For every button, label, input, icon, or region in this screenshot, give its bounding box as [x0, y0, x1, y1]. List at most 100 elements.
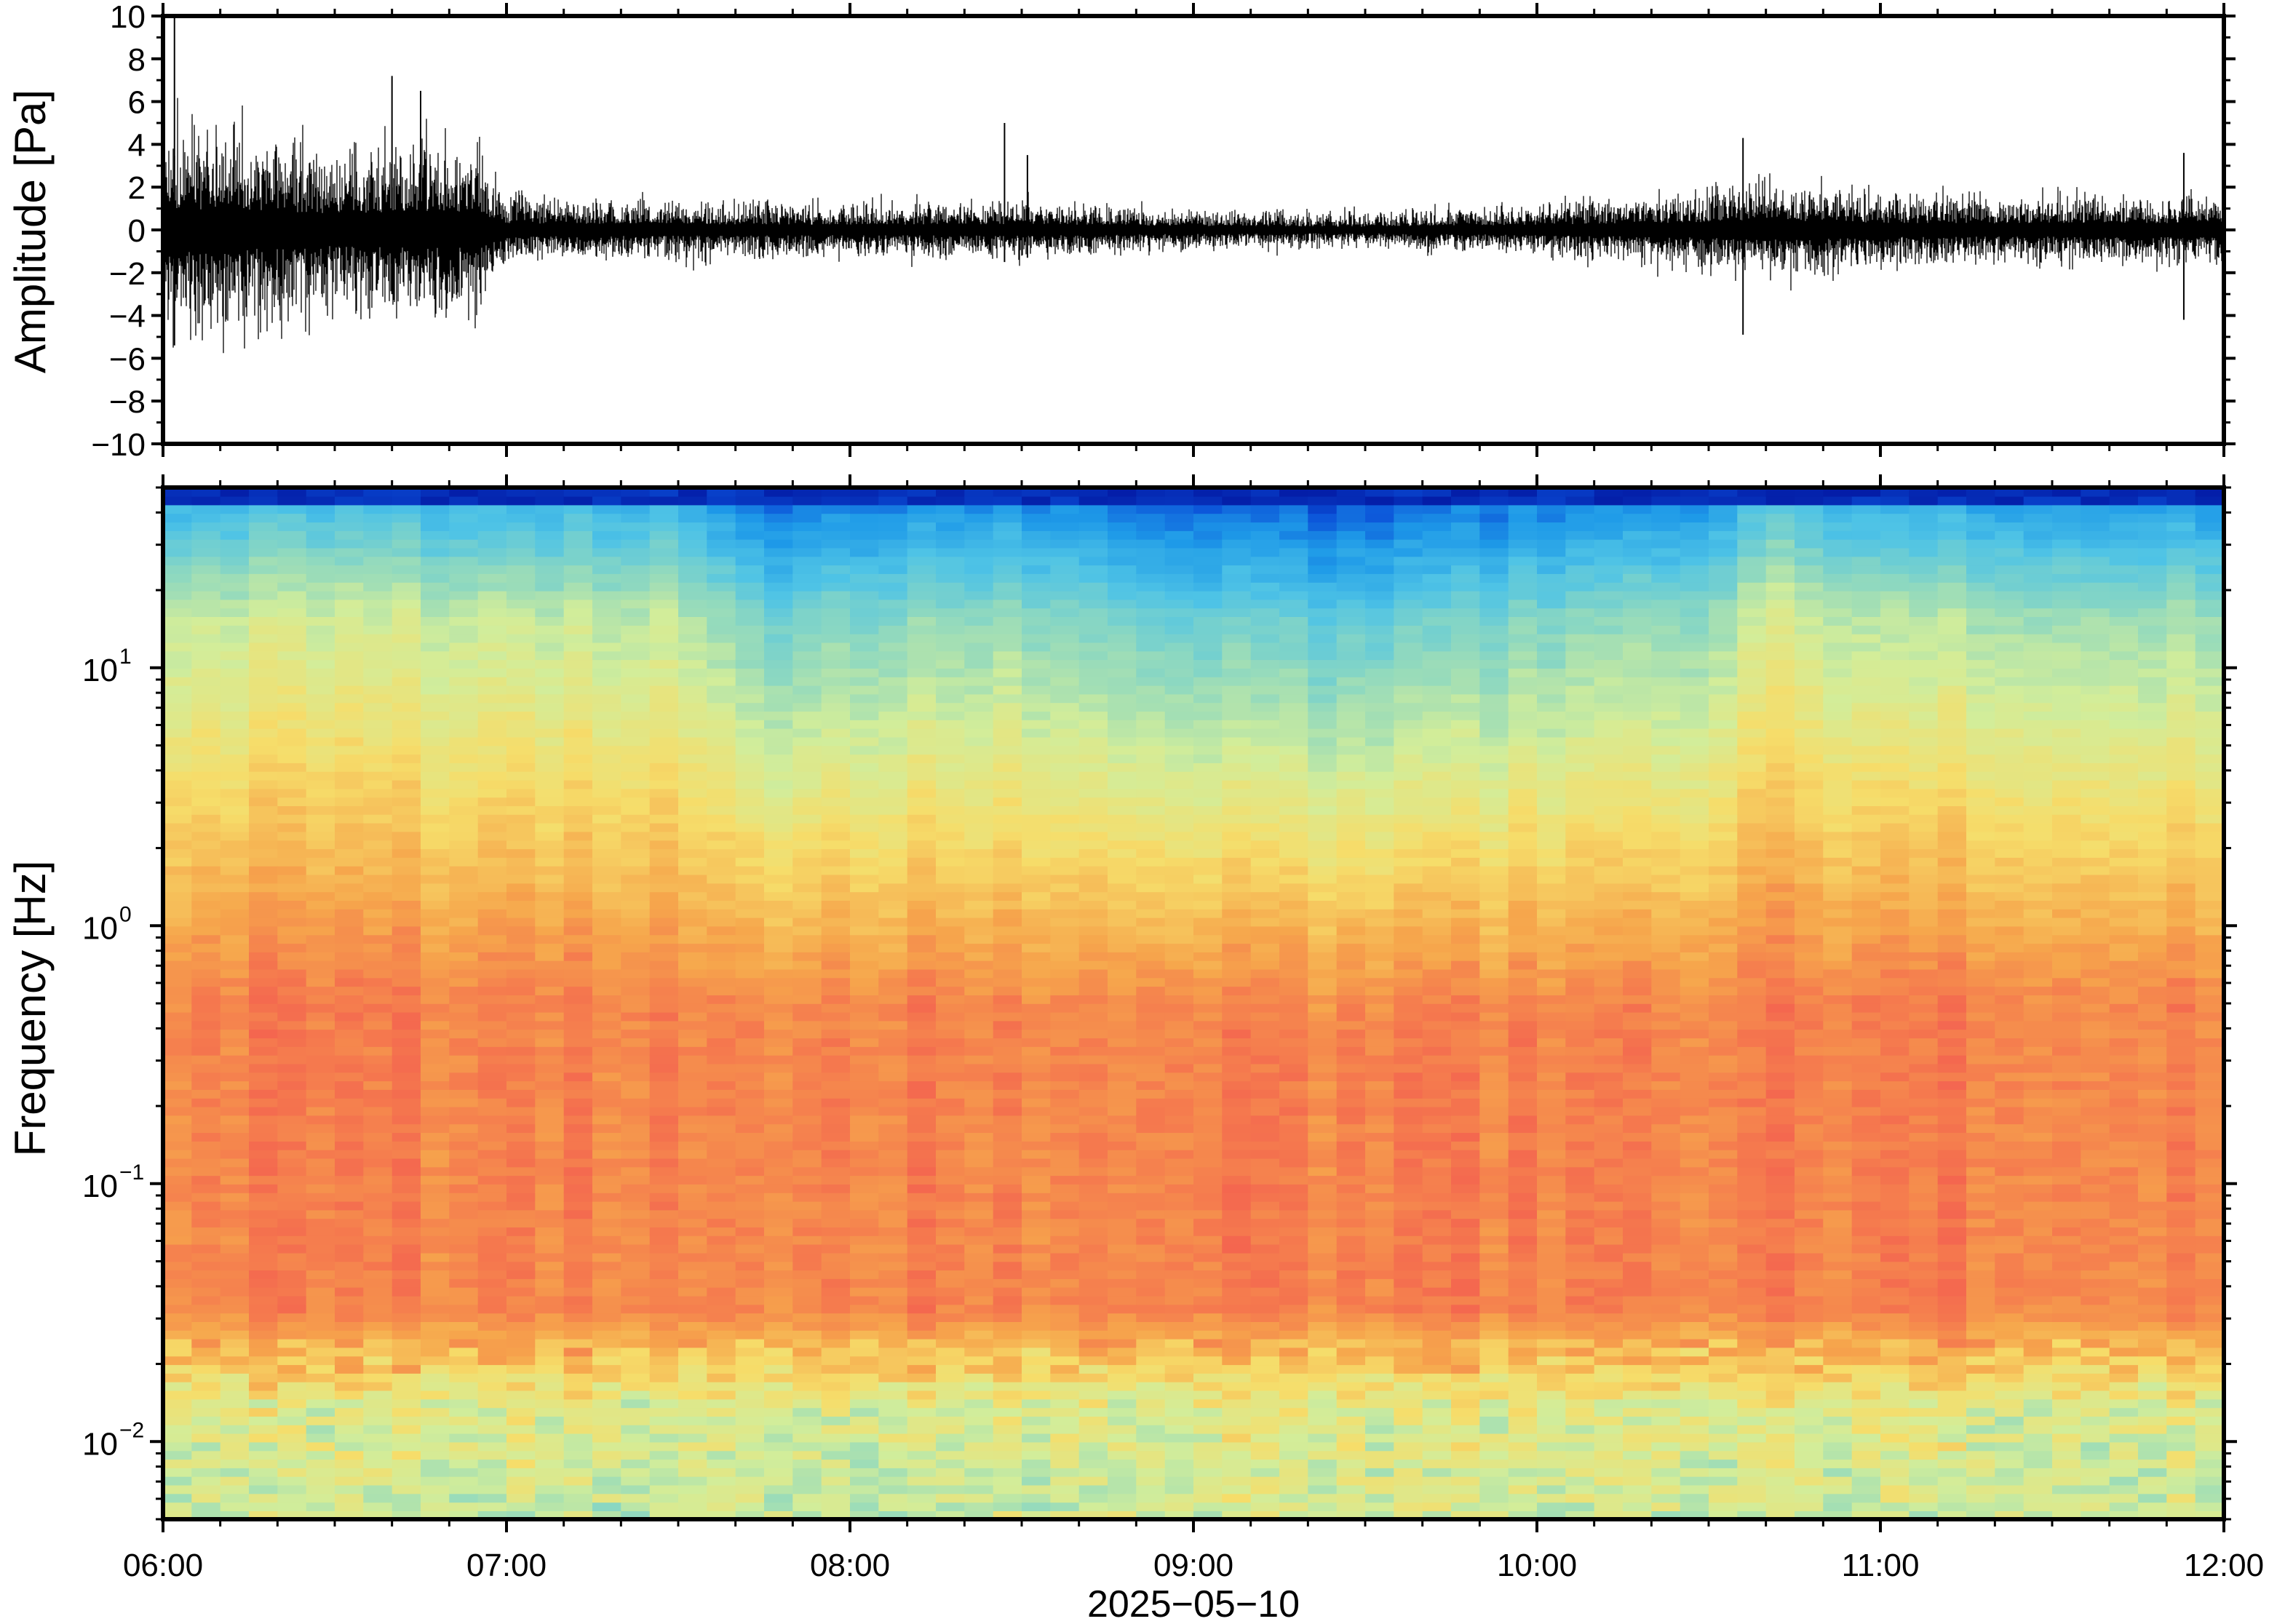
spectrogram-cell: [1279, 565, 1309, 574]
spectrogram-cell: [220, 538, 250, 549]
spectrogram-cell: [1050, 1089, 1080, 1099]
spectrogram-cell: [878, 633, 908, 643]
spectrogram-cell: [592, 917, 622, 927]
spectrogram-cell: [592, 1227, 622, 1236]
spectrogram-cell: [1250, 702, 1280, 712]
spectrogram-cell: [1193, 1175, 1223, 1185]
spectrogram-cell: [1193, 1080, 1223, 1090]
spectrogram-cell: [535, 1270, 565, 1279]
spectrogram-cell: [1136, 1011, 1166, 1022]
spectrogram-cell: [792, 1510, 822, 1519]
spectrogram-cell: [821, 926, 851, 936]
spectrogram-cell: [1050, 1046, 1080, 1056]
spectrogram-cell: [1050, 1338, 1080, 1348]
spectrogram-cell: [678, 608, 708, 617]
spectrogram-cell: [1279, 1252, 1309, 1262]
spectrogram-cell: [1222, 995, 1252, 1004]
spectrogram-cell: [191, 1080, 221, 1090]
spectrogram-cell: [477, 693, 507, 704]
waveform-x-ticks: [162, 3, 2225, 457]
spectrogram-cell: [649, 720, 679, 729]
spectrogram-cell: [335, 805, 365, 815]
spectrogram-cell: [506, 1038, 536, 1047]
spectrogram-cell: [163, 625, 193, 634]
spectrogram-cell: [1078, 1304, 1108, 1314]
spectrogram-cell: [964, 1227, 994, 1236]
spectrogram-cell: [621, 1407, 651, 1417]
spectrogram-cell: [707, 487, 736, 497]
spectrogram-cell: [191, 1201, 221, 1211]
spectrogram-cell: [249, 1510, 279, 1519]
spectrogram-cell: [163, 788, 193, 798]
spectrogram-cell: [1022, 565, 1052, 574]
spectrogram-cell: [1078, 1373, 1108, 1382]
spectrogram-cell: [1078, 1510, 1108, 1519]
spectrogram-cell: [1250, 590, 1280, 600]
spectrogram-cell: [678, 1098, 708, 1107]
spectrogram-cell: [964, 1347, 994, 1357]
spectrogram-cell: [1222, 1407, 1252, 1417]
spectrogram-cell: [993, 642, 1022, 652]
spectrogram-cell: [707, 1252, 736, 1262]
spectrogram-cell: [1222, 1011, 1252, 1022]
spectrogram-cell: [792, 763, 822, 772]
spectrogram-cell: [1022, 625, 1052, 634]
spectrogram-cell: [220, 1278, 250, 1288]
spectrogram-cell: [335, 1381, 365, 1391]
spectrogram-cell: [449, 487, 479, 497]
spectrogram-cell: [907, 952, 937, 961]
spectrogram-cell: [1108, 1390, 1137, 1400]
spectrogram-cell: [449, 900, 479, 909]
spectrogram-cell: [1250, 1020, 1280, 1030]
spectrogram-cell: [1250, 1261, 1280, 1271]
spectrogram-cell: [907, 522, 937, 531]
spectrogram-cell: [477, 1364, 507, 1374]
spectrogram-cell: [1193, 1201, 1223, 1211]
spectrogram-cell: [191, 1149, 221, 1159]
spectrogram-cell: [392, 1468, 421, 1477]
spectrogram-cell: [1050, 599, 1080, 609]
spectrogram-cell: [220, 1261, 250, 1271]
spectrogram-cell: [850, 1304, 880, 1314]
spectrogram-cell: [764, 1132, 794, 1142]
spectrogram-cell: [163, 1304, 193, 1314]
spectrogram-cell: [649, 874, 679, 884]
spectrogram-cell: [477, 1373, 507, 1382]
spectrogram-cell: [621, 538, 651, 549]
spectrogram-cell: [993, 977, 1022, 987]
spectrogram-cell: [707, 960, 736, 970]
spectrogram-cell: [792, 831, 822, 841]
spectrogram-cell: [191, 1287, 221, 1297]
spectrogram-cell: [707, 986, 736, 995]
spectrogram-cell: [878, 538, 908, 549]
spectrogram-cell: [907, 556, 937, 566]
spectrogram-cell: [1279, 1209, 1309, 1219]
spectrogram-cell: [621, 1098, 651, 1107]
spectrogram-cell: [850, 986, 880, 995]
spectrogram-cell: [335, 1141, 365, 1150]
spectrogram-cell: [678, 831, 708, 841]
spectrogram-cell: [277, 1433, 307, 1443]
spectrogram-cell: [421, 538, 450, 549]
spectrogram-cell: [506, 504, 536, 514]
spectrogram-cell: [993, 650, 1022, 661]
spectrogram-cell: [1136, 1072, 1166, 1082]
spectrogram-cell: [1022, 771, 1052, 781]
spectrogram-cell: [306, 1209, 335, 1219]
spectrogram-cell: [506, 805, 536, 815]
spectrogram-cell: [850, 1149, 880, 1159]
spectrogram-cell: [907, 1080, 937, 1090]
spectrogram-cell: [592, 1218, 622, 1227]
spectrogram-cell: [878, 1003, 908, 1013]
spectrogram-cell: [1308, 1072, 1338, 1082]
spectrogram-cell: [878, 1459, 908, 1468]
spectrogram-cell: [563, 693, 593, 704]
spectrogram-cell: [907, 1193, 937, 1202]
spectrogram-cell: [1078, 952, 1108, 961]
spectrogram-cell: [621, 1502, 651, 1511]
spectrogram-cell: [592, 1338, 622, 1348]
spectrogram-cell: [621, 616, 651, 626]
spectrogram-cell: [1279, 1098, 1309, 1107]
spectrogram-cell: [964, 1484, 994, 1494]
